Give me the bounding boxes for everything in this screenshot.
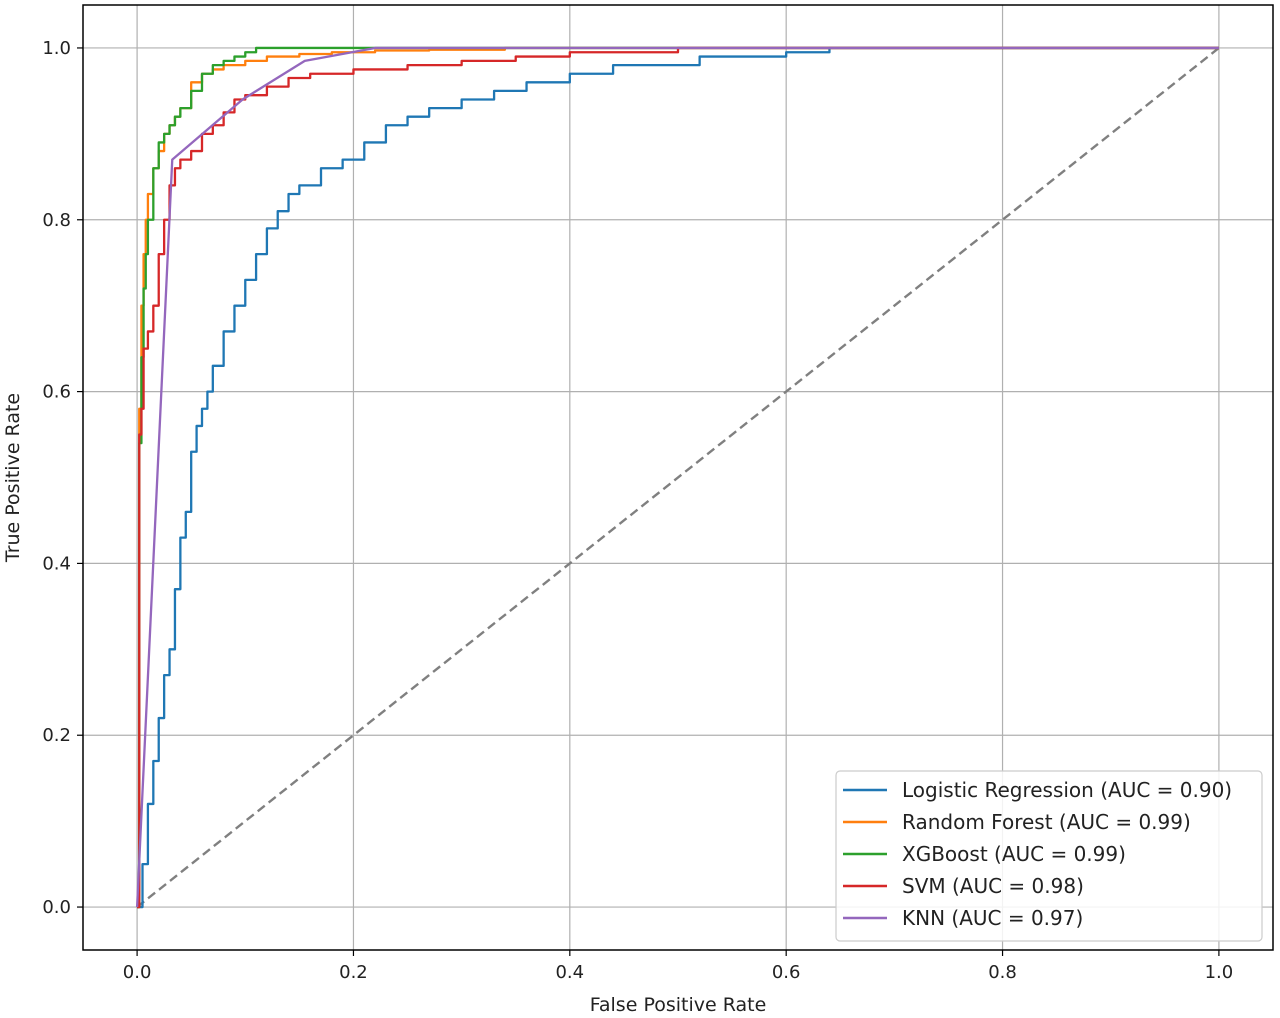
series-lines [135, 46, 1219, 909]
series-line-4 [135, 46, 1219, 908]
legend-entry: SVM (AUC = 0.98) [902, 874, 1084, 898]
legend-entry: XGBoost (AUC = 0.99) [902, 842, 1126, 866]
plot-area [135, 46, 1220, 909]
legend-box [835, 770, 1263, 942]
series-line-2 [137, 46, 1219, 909]
y-axis-label: True Positive Rate [2, 393, 24, 563]
x-tick-label: 0.2 [339, 962, 368, 983]
legend-entry: Logistic Regression (AUC = 0.90) [902, 778, 1232, 802]
grid [83, 5, 1273, 950]
y-tick-label: 0.2 [42, 725, 71, 746]
y-tick-label: 0.0 [42, 897, 71, 918]
x-tick-label: 1.0 [1205, 962, 1234, 983]
x-axis-label: False Positive Rate [590, 994, 767, 1016]
series-line-0 [137, 46, 1219, 909]
x-axis-ticks: 0.0 0.2 0.4 0.6 0.8 1.0 [123, 950, 1233, 983]
x-tick-label: 0.4 [555, 962, 584, 983]
legend: Logistic Regression (AUC = 0.90) Random F… [835, 770, 1263, 942]
x-tick-label: 0.6 [772, 962, 801, 983]
baseline-diagonal [136, 47, 1220, 908]
x-tick-label: 0.0 [123, 962, 152, 983]
legend-entry: Random Forest (AUC = 0.99) [902, 810, 1191, 834]
y-tick-label: 0.8 [42, 210, 71, 231]
legend-entry: KNN (AUC = 0.97) [902, 906, 1083, 930]
y-axis-ticks: 0.0 0.2 0.4 0.6 0.8 1.0 [42, 38, 83, 918]
y-tick-label: 0.4 [42, 553, 71, 574]
baseline-line [136, 47, 1220, 908]
axes-frame [82, 4, 1274, 951]
y-tick-label: 1.0 [42, 38, 71, 59]
x-tick-label: 0.8 [988, 962, 1017, 983]
y-tick-label: 0.6 [42, 382, 71, 403]
